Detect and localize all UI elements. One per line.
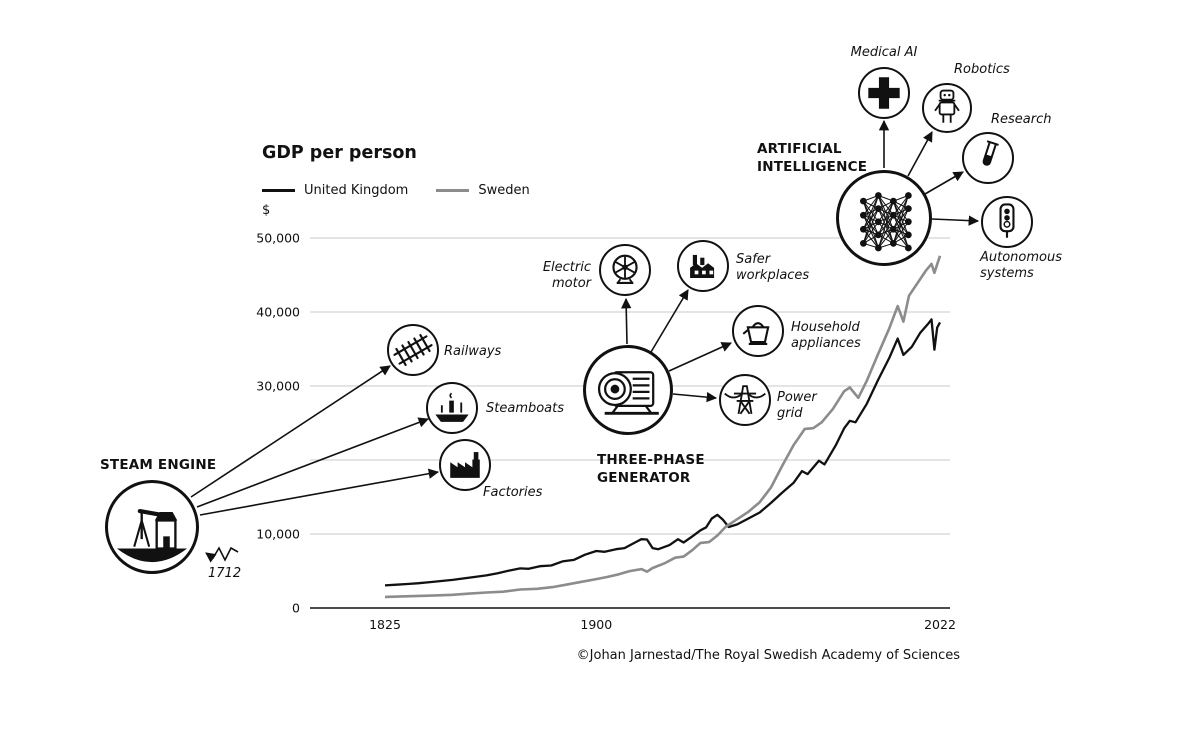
legend-item-uk: United Kingdom [262,183,408,198]
household-appliances-circle [732,305,784,357]
year-1712-squiggle-arrow [205,546,239,563]
railways-label: Railways [444,344,502,359]
credit-line: ©Johan Jarnestad/The Royal Swedish Acade… [576,648,960,663]
steamboats-icon [435,392,469,422]
safer-workplaces-circle [677,240,729,292]
robotics-label: Robotics [954,62,1010,77]
factories-label: Factories [483,485,543,500]
household-appliances-icon [742,322,770,345]
arrow-steam-to-steamboats [196,417,429,508]
arrow-ai-to-robotics [907,131,933,177]
three-phase-generator-circle [583,345,673,435]
power-grid-circle [719,374,771,426]
three-phase-generator-label: THREE-PHASE GENERATOR [597,452,705,486]
electric-motor-icon [612,254,638,284]
legend-item-sweden: Sweden [436,183,530,198]
steam-engine-label: STEAM ENGINE [100,457,217,473]
steam-engine-circle [105,480,199,574]
household-appliances-label: Household appliances [791,320,861,352]
arrow-ai-to-research [924,171,964,195]
medical-ai-circle [858,67,910,119]
arrow-steam-to-factories [199,468,440,516]
uk-line-swatch [262,188,295,193]
grid-layer: 0 10,000 30,000 40,000 50,000 1825 1900 2022 [256,231,956,633]
arrow-generator-to-power-grid [672,391,718,403]
railways-icon [393,334,433,366]
safer-workplaces-icon [690,254,715,278]
y-tick-label: 30,000 [256,379,300,394]
electric-motor-circle [599,244,651,296]
ai-network-icon [860,192,912,252]
artificial-intelligence-label: ARTIFICIAL INTELLIGENCE [757,141,868,175]
medical-ai-label: Medical AI [850,45,918,60]
autonomous-systems-label: Autonomous systems [980,250,1063,282]
y-tick-label: 0 [292,601,300,616]
steam-engine-icon [116,508,188,563]
research-icon [982,140,999,166]
ai-network-circle [836,170,932,266]
x-tick-label: 2022 [924,617,956,632]
arrow-ai-to-autonomous [931,215,980,226]
arrow-generator-to-household-appliances [668,342,732,372]
y-tick-label: 50,000 [256,231,300,246]
legend-label-uk: United Kingdom [304,183,409,198]
railways-circle [387,324,439,376]
steamboats-circle [426,382,478,434]
chart-title: GDP per person [262,143,417,163]
robotics-icon [934,89,960,123]
research-label: Research [991,112,1052,127]
steamboats-label: Steamboats [486,401,565,416]
arrow-steam-to-railways [190,365,391,498]
legend: United Kingdom Sweden [262,183,558,198]
factories-icon [450,452,480,478]
research-circle [962,132,1014,184]
three-phase-generator-icon [597,371,659,415]
autonomous-systems-circle [981,196,1033,248]
x-tick-label: 1825 [369,617,401,632]
arrow-generator-to-electric-motor [621,297,632,345]
x-tick-label: 1900 [580,617,612,632]
sweden-line-swatch [436,188,470,193]
factories-circle [439,439,491,491]
legend-label-sweden: Sweden [478,183,530,198]
robotics-circle [922,83,972,133]
y-tick-label: 40,000 [256,305,300,320]
arrow-generator-to-safer-workplaces [650,289,689,353]
medical-ai-icon [868,77,900,109]
autonomous-systems-icon [999,203,1015,238]
y-axis-unit-label: $ [262,203,271,218]
y-tick-label: 10,000 [256,527,300,542]
steam-engine-year-label: 1712 [208,566,242,581]
power-grid-label: Power grid [777,390,817,422]
safer-workplaces-label: Safer workplaces [736,252,810,284]
power-grid-icon [724,385,766,415]
electric-motor-label: Electric motor [542,260,591,292]
